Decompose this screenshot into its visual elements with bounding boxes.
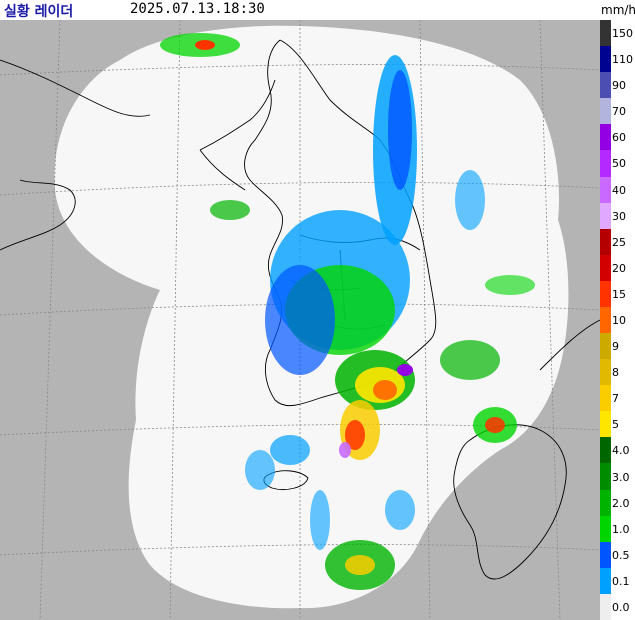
legend-label: 2.0 [612,496,630,510]
precipitation-echoes [160,33,535,590]
legend-swatch [600,72,611,99]
legend-swatch [600,515,611,542]
radar-map [0,20,600,620]
page-title: 실황 레이더 [4,4,74,20]
legend-swatch [600,176,611,203]
legend-label: 5 [612,418,619,432]
header-bar: 실황 레이더 2025.07.13.18:30 [0,0,600,20]
legend-label: 25 [612,235,626,249]
legend-swatch [600,202,611,229]
legend-swatch [600,593,611,620]
legend-label: 150 [612,27,633,41]
legend-label: 70 [612,105,626,119]
legend-swatch [600,254,611,281]
legend-label: 50 [612,157,626,171]
legend-label: 9 [612,340,619,354]
legend-swatch [600,437,611,464]
legend-unit-label: mm/h [601,3,635,17]
rain-rate-legend: 150 110 90 70 60 50 40 30 25 20 15 10 9 8 7 5 4.0 3.0 2.0 1… [600,20,635,620]
legend-swatch [600,385,611,412]
legend-swatch [600,463,611,490]
legend-swatch [600,333,611,360]
legend-label: 3.0 [612,470,630,484]
legend-swatch [600,306,611,334]
legend-swatch [600,20,611,47]
legend-label: 30 [612,209,626,223]
legend-swatch [600,124,611,151]
legend-label: 0.1 [612,574,630,588]
legend-label: 40 [612,183,626,197]
legend-label: 15 [612,287,626,301]
legend-swatch [600,280,611,307]
legend-label: 7 [612,392,619,406]
legend-swatch [600,228,611,255]
legend-label: 90 [612,79,626,93]
legend-swatch [600,541,611,568]
legend-label: 8 [612,366,619,380]
legend-label: 0.5 [612,548,630,562]
legend-label: 20 [612,261,626,275]
legend-swatch [600,46,611,73]
legend-label: 1.0 [612,522,630,536]
legend-swatch [600,489,611,516]
legend-swatch [600,98,611,125]
legend-label: 60 [612,131,626,145]
legend-swatch [600,150,611,177]
legend-label: 10 [612,314,626,327]
legend-swatch [600,567,611,594]
observation-timestamp: 2025.07.13.18:30 [130,1,265,17]
legend-swatch [600,411,611,438]
legend-label: 4.0 [612,444,630,458]
legend-label: 110 [612,53,633,67]
legend-label: 0.0 [612,600,630,614]
legend-swatch [600,359,611,386]
